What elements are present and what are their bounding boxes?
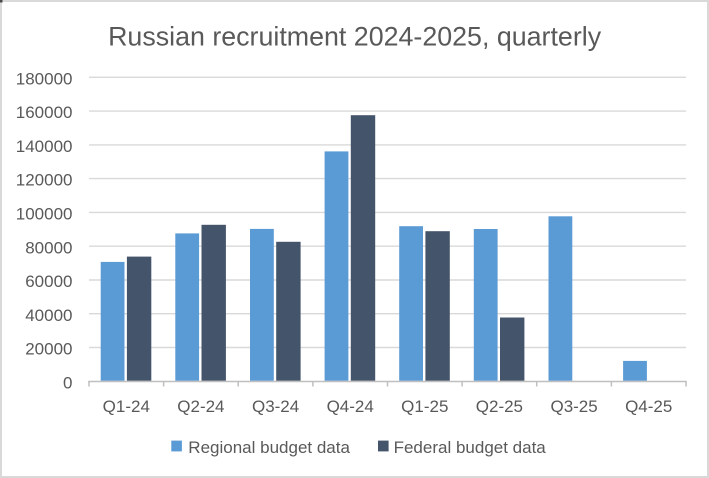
svg-text:100000: 100000: [16, 205, 73, 224]
svg-text:Q2-24: Q2-24: [177, 397, 224, 416]
svg-text:Q1-25: Q1-25: [401, 397, 448, 416]
svg-text:Q4-25: Q4-25: [625, 397, 672, 416]
svg-text:Regional budget data: Regional budget data: [188, 438, 350, 457]
svg-text:Russian recruitment 2024-2025,: Russian recruitment 2024-2025, quarterly: [108, 21, 602, 51]
svg-text:140000: 140000: [16, 137, 73, 156]
svg-text:0: 0: [63, 373, 72, 392]
svg-text:Q3-25: Q3-25: [550, 397, 597, 416]
svg-text:Q2-25: Q2-25: [476, 397, 523, 416]
svg-text:60000: 60000: [25, 272, 72, 291]
svg-text:180000: 180000: [16, 69, 73, 88]
svg-text:Q1-24: Q1-24: [103, 397, 150, 416]
svg-text:40000: 40000: [25, 306, 72, 325]
svg-text:80000: 80000: [25, 238, 72, 257]
svg-text:Federal budget data: Federal budget data: [394, 438, 547, 457]
svg-text:120000: 120000: [16, 171, 73, 190]
svg-text:Q4-24: Q4-24: [327, 397, 374, 416]
svg-text:Q3-24: Q3-24: [252, 397, 299, 416]
svg-text:20000: 20000: [25, 340, 72, 359]
svg-text:160000: 160000: [16, 103, 73, 122]
